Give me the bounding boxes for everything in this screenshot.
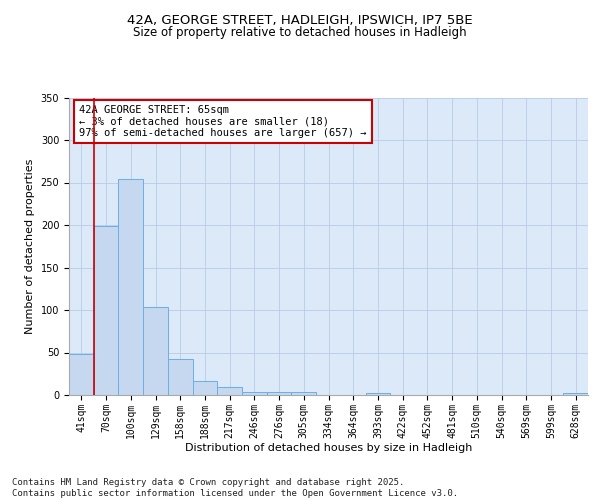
X-axis label: Distribution of detached houses by size in Hadleigh: Distribution of detached houses by size … xyxy=(185,444,472,454)
Bar xyxy=(217,386,242,395)
Text: 42A GEORGE STREET: 65sqm
← 3% of detached houses are smaller (18)
97% of semi-de: 42A GEORGE STREET: 65sqm ← 3% of detache… xyxy=(79,105,367,138)
Bar xyxy=(69,354,94,395)
Bar xyxy=(292,392,316,395)
Bar xyxy=(365,394,390,395)
Bar xyxy=(242,392,267,395)
Bar xyxy=(118,179,143,395)
Text: Contains HM Land Registry data © Crown copyright and database right 2025.
Contai: Contains HM Land Registry data © Crown c… xyxy=(12,478,458,498)
Text: 42A, GEORGE STREET, HADLEIGH, IPSWICH, IP7 5BE: 42A, GEORGE STREET, HADLEIGH, IPSWICH, I… xyxy=(127,14,473,27)
Y-axis label: Number of detached properties: Number of detached properties xyxy=(25,158,35,334)
Text: Size of property relative to detached houses in Hadleigh: Size of property relative to detached ho… xyxy=(133,26,467,39)
Bar xyxy=(143,306,168,395)
Bar xyxy=(94,226,118,395)
Bar xyxy=(563,394,588,395)
Bar xyxy=(193,380,217,395)
Bar xyxy=(168,360,193,395)
Bar xyxy=(267,392,292,395)
